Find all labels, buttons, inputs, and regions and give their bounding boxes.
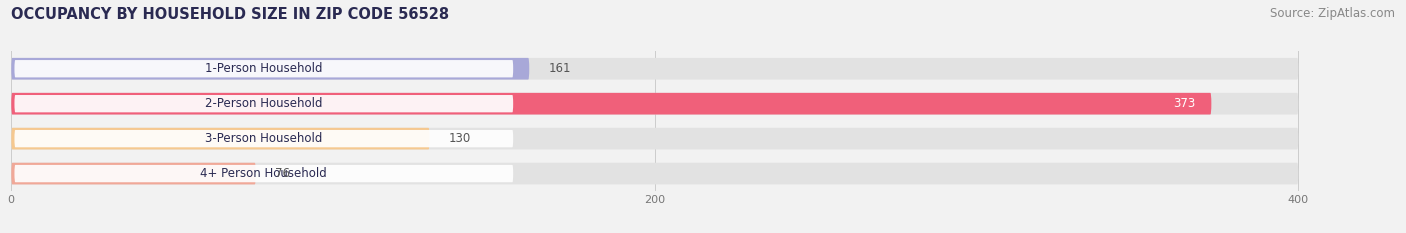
Text: Source: ZipAtlas.com: Source: ZipAtlas.com — [1270, 7, 1395, 20]
FancyBboxPatch shape — [11, 93, 1298, 115]
Text: 1-Person Household: 1-Person Household — [205, 62, 322, 75]
Text: 4+ Person Household: 4+ Person Household — [201, 167, 328, 180]
FancyBboxPatch shape — [11, 93, 1212, 115]
FancyBboxPatch shape — [11, 58, 529, 80]
Text: 3-Person Household: 3-Person Household — [205, 132, 322, 145]
FancyBboxPatch shape — [11, 163, 256, 185]
FancyBboxPatch shape — [14, 165, 513, 182]
FancyBboxPatch shape — [11, 58, 1298, 80]
Text: 161: 161 — [548, 62, 571, 75]
Text: 373: 373 — [1173, 97, 1195, 110]
FancyBboxPatch shape — [14, 60, 513, 77]
Text: 2-Person Household: 2-Person Household — [205, 97, 322, 110]
FancyBboxPatch shape — [14, 95, 513, 112]
Text: OCCUPANCY BY HOUSEHOLD SIZE IN ZIP CODE 56528: OCCUPANCY BY HOUSEHOLD SIZE IN ZIP CODE … — [11, 7, 450, 22]
FancyBboxPatch shape — [11, 128, 429, 150]
FancyBboxPatch shape — [14, 130, 513, 147]
Text: 130: 130 — [449, 132, 471, 145]
FancyBboxPatch shape — [11, 128, 1298, 150]
Text: 76: 76 — [276, 167, 290, 180]
FancyBboxPatch shape — [11, 163, 1298, 185]
